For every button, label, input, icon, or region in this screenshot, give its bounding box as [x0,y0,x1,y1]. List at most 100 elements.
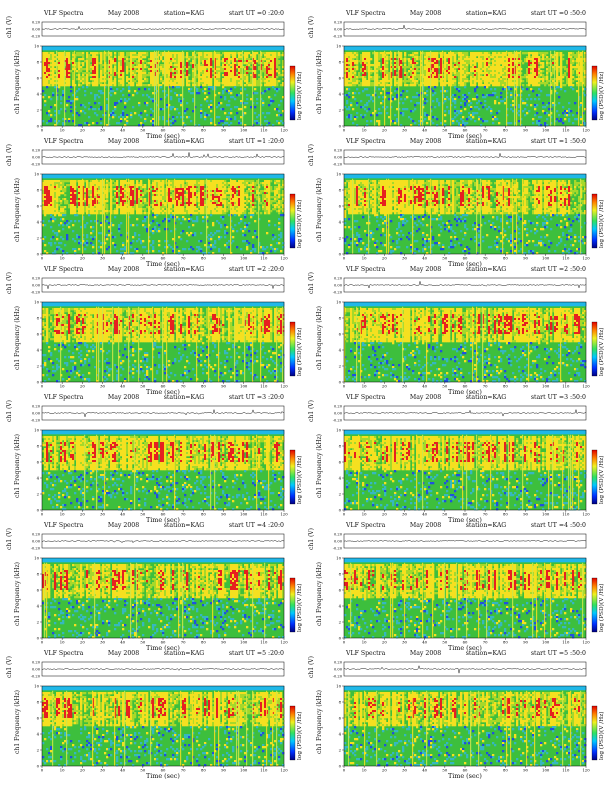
colorbar-label: log (PSD)(V /Hz) [297,455,303,504]
x-tick-label: 80 [201,640,206,645]
time-axis-label: Time (sec) [146,644,180,652]
colorbar-label: log (PSD)(V /Hz) [599,455,605,504]
panel-svg: 0.200.00-0.200 10 20 30 40 50 60 70 80 90 100 110 12… [333,21,598,133]
colorbar [289,577,296,633]
colorbar [289,65,296,121]
frequency-axis-label: ch1 Frequency (kHz) [316,690,323,754]
spectrogram-heatmap [42,686,285,767]
panel-station: station=KAG [466,138,507,145]
y-tick-label: 4 [339,347,342,352]
panel-date: May 2008 [410,138,441,145]
y-tick-label: 2 [339,107,342,112]
frequency-axis-label: ch1 Frequency (kHz) [14,50,21,114]
x-tick-label: 120 [280,128,288,133]
spectrogram-panel: VLF Spectra May 2008 station=KAG start UT =… [4,136,304,268]
x-tick-label: 10 [60,256,65,261]
x-tick-label: 30 [100,512,105,517]
y-tick-label: 2 [339,235,342,240]
y-tick-label: 8 [339,443,342,448]
y-tick-label: 0 [339,379,342,384]
y-tick-label: 6 [37,203,40,208]
ch1-axis-label: ch1 (V) [308,400,315,422]
panel-date: May 2008 [108,394,139,401]
x-tick-label: 100 [542,512,550,517]
x-tick-label: 60 [161,256,166,261]
panel-date: May 2008 [108,522,139,529]
panel-title: VLF Spectra [346,10,385,17]
x-tick-label: 10 [60,512,65,517]
y-tick-label: 4 [339,475,342,480]
spectrogram-panel: VLF Spectra May 2008 station=KAG start UT =… [306,264,606,396]
x-tick-label: 110 [260,768,268,773]
signal-tick-label: -0.20 [31,291,41,295]
x-tick-label: 10 [362,768,367,773]
x-tick-label: 0 [343,128,346,133]
panel-title: VLF Spectra [44,394,83,401]
x-tick-label: 10 [60,640,65,645]
panel-date: May 2008 [108,266,139,273]
y-tick-label: 10 [34,555,39,560]
x-tick-label: 90 [221,256,226,261]
spectrogram-heatmap [42,174,285,255]
x-tick-label: 20 [382,128,387,133]
x-tick-label: 90 [221,512,226,517]
panel-start-time: start UT =2 :20:0 [229,266,284,273]
x-tick-label: 120 [582,768,590,773]
signal-strip-frame [41,661,285,677]
frequency-axis-label: ch1 Frequency (kHz) [14,562,21,626]
y-tick-label: 8 [37,699,40,704]
y-tick-label: 8 [339,187,342,192]
panel-svg: 0.200.00-0.200 10 20 30 40 50 60 70 80 90 100 110 12… [333,405,598,517]
x-tick-label: 80 [201,768,206,773]
y-tick-label: 10 [336,171,341,176]
colorbar-label: log (PSD)(V /Hz) [297,711,303,760]
y-tick-label: 2 [339,363,342,368]
x-tick-label: 20 [382,384,387,389]
y-tick-label: 6 [37,331,40,336]
x-tick-label: 70 [181,640,186,645]
spectrogram-panel: VLF Spectra May 2008 station=KAG start UT =… [4,520,304,652]
x-tick-label: 20 [80,512,85,517]
x-tick-label: 110 [260,128,268,133]
spectrogram-panel: VLF Spectra May 2008 station=KAG start UT =… [306,648,606,780]
time-axis-label: Time (sec) [448,516,482,524]
x-tick-label: 20 [382,640,387,645]
y-tick-label: 6 [339,587,342,592]
y-tick-label: 8 [339,699,342,704]
x-tick-label: 60 [463,128,468,133]
time-axis-label: Time (sec) [448,772,482,780]
x-tick-label: 40 [120,768,125,773]
signal-tick-label: -0.20 [333,35,343,39]
ch1-axis-label: ch1 (V) [308,656,315,678]
y-tick-label: 10 [34,683,39,688]
panel-station: station=KAG [466,266,507,273]
y-tick-label: 6 [37,587,40,592]
ch1-axis-label: ch1 (V) [308,528,315,550]
signal-tick-label: 0.00 [32,156,41,160]
x-tick-label: 100 [542,128,550,133]
panel-start-time: start UT =3 :50:0 [531,394,586,401]
y-tick-label: 2 [339,619,342,624]
x-tick-label: 30 [100,640,105,645]
x-tick-label: 10 [362,640,367,645]
x-tick-label: 90 [221,128,226,133]
signal-trace [41,25,285,30]
y-tick-label: 8 [37,59,40,64]
signal-tick-label: 0.00 [32,668,41,672]
panel-svg: 0.200.00-0.200 10 20 30 40 50 60 70 80 90 100 110 12… [333,277,598,389]
x-tick-label: 90 [221,640,226,645]
y-tick-label: 0 [37,251,40,256]
x-tick-label: 70 [181,768,186,773]
x-tick-label: 70 [483,256,488,261]
signal-trace [343,280,587,289]
x-tick-label: 40 [422,768,427,773]
panel-start-time: start UT =2 :50:0 [531,266,586,273]
colorbar-label: log (PSD)(V /Hz) [599,583,605,632]
spectrogram-panel: VLF Spectra May 2008 station=KAG start UT =… [306,136,606,268]
panel-svg: 0.200.00-0.200 10 20 30 40 50 60 70 80 90 100 110 12… [31,149,296,261]
colorbar-label: log (PSD)(V /Hz) [297,583,303,632]
panel-start-time: start UT =1 :20:0 [229,138,284,145]
x-tick-label: 60 [161,512,166,517]
x-tick-label: 40 [120,512,125,517]
x-tick-label: 50 [442,384,447,389]
